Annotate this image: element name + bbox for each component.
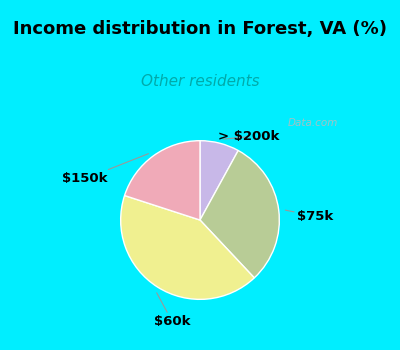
Text: Data.com: Data.com [287, 118, 338, 128]
Wedge shape [121, 196, 254, 299]
Text: Other residents: Other residents [141, 75, 259, 89]
Wedge shape [124, 141, 200, 220]
Text: $150k: $150k [62, 154, 148, 185]
Wedge shape [200, 141, 238, 220]
Text: $60k: $60k [154, 293, 190, 328]
Text: Income distribution in Forest, VA (%): Income distribution in Forest, VA (%) [13, 20, 387, 38]
Text: > $200k: > $200k [218, 130, 280, 143]
Text: $75k: $75k [285, 210, 333, 223]
Wedge shape [200, 150, 279, 278]
